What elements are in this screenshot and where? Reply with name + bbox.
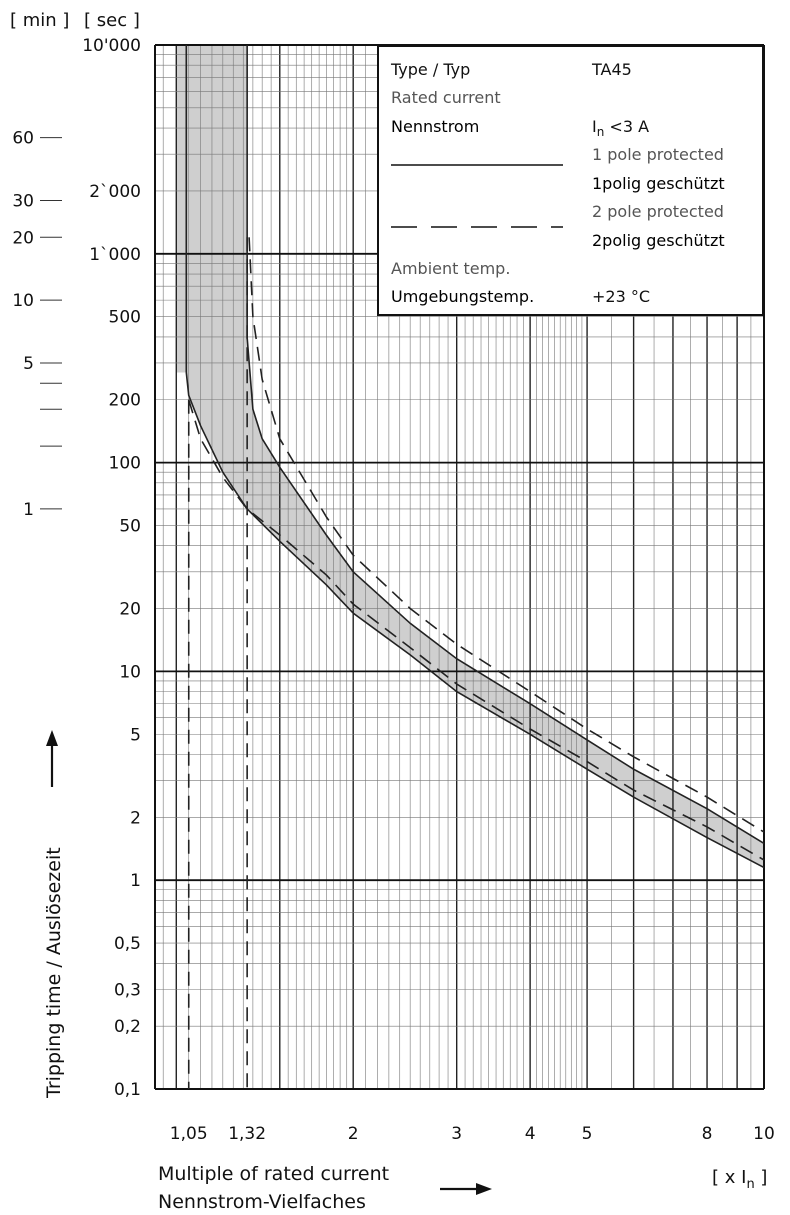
legend-umgebung-label: Umgebungstemp.: [391, 287, 535, 306]
legend-nenn-label: Nennstrom: [391, 117, 480, 136]
legend-pole1-en: 1 pole protected: [592, 145, 724, 164]
y-sec-tick-label: 0,5: [114, 934, 141, 954]
x-tick-label: 1,05: [170, 1124, 208, 1144]
legend-pole2-de: 2polig geschützt: [592, 231, 725, 250]
x-tick-label: 5: [582, 1124, 593, 1144]
y-min-tick-label: 20: [12, 228, 34, 248]
legend-dashed-line-icon: [391, 226, 563, 228]
series-2-upper-curve: [248, 237, 765, 833]
y-sec-tick-label: 100: [109, 454, 141, 474]
tolerance-band-solid: [176, 45, 764, 868]
legend-type-value: TA45: [592, 60, 632, 79]
y-min-tick-label: 5: [23, 354, 34, 374]
y-sec-tick-label: 0,3: [114, 980, 141, 1000]
y-sec-tick-label: 20: [119, 600, 141, 620]
y-sec-tick-label: 0,2: [114, 1017, 141, 1037]
y-sec-tick-label: 50: [119, 516, 141, 536]
series-2-lower-curve: [187, 399, 765, 861]
y-unit-min-label: [ min ]: [10, 10, 69, 31]
y-axis-arrowhead-icon: [46, 730, 58, 746]
legend-box: Type / Typ TA45 Rated current Nennstrom …: [377, 45, 764, 316]
x-tick-label: 8: [702, 1124, 713, 1144]
y-min-tick-label: 30: [12, 191, 34, 211]
x-axis-arrowhead-icon: [476, 1183, 492, 1195]
y-min-tick-label: 60: [12, 129, 34, 149]
tolerance-bands: [176, 45, 764, 868]
x-tick-label: 4: [525, 1124, 536, 1144]
y-sec-tick-label: 1`000: [89, 245, 141, 265]
x-unit-label: [ x In ]: [712, 1167, 767, 1192]
y-sec-tick-label: 0,1: [114, 1080, 141, 1100]
y-axis-title: Tripping time / Auslösezeit: [43, 847, 65, 1099]
series-1-lower-curve: [185, 372, 765, 869]
y-sec-tick-label: 2`000: [89, 182, 141, 202]
axis-arrows: [46, 730, 492, 1195]
y-sec-tick-label: 2: [130, 808, 141, 828]
y-min-tick-label: 10: [12, 291, 34, 311]
legend-current-value: In <3 A: [592, 117, 650, 140]
y-sec-tick-label: 10'000: [82, 36, 141, 56]
legend-temp-value: +23 °C: [592, 287, 651, 306]
legend-ambient-label: Ambient temp.: [391, 259, 511, 278]
x-axis-title-de: Nennstrom-Vielfaches: [158, 1191, 366, 1213]
legend-pole1-de: 1polig geschützt: [592, 174, 725, 193]
y-unit-sec-label: [ sec ]: [84, 10, 140, 31]
x-tick-label: 1,32: [228, 1124, 266, 1144]
legend-rated-label: Rated current: [391, 88, 501, 107]
axis-labels: 1,05 1,32 2 3 4 5 8 1010'0002`0001`000500200100…: [12, 36, 774, 1144]
x-tick-label: 10: [753, 1124, 775, 1144]
y-sec-tick-label: 1: [130, 871, 141, 891]
curves: [185, 45, 765, 1089]
series-1-upper-curve: [246, 336, 765, 845]
y-sec-tick-label: 200: [109, 391, 141, 411]
legend-solid-line-icon: [391, 164, 563, 166]
y-sec-tick-label: 10: [119, 662, 141, 682]
x-tick-label: 2: [348, 1124, 359, 1144]
y-sec-tick-label: 500: [109, 308, 141, 328]
legend-pole2-en: 2 pole protected: [592, 202, 724, 221]
x-tick-label: 3: [451, 1124, 462, 1144]
y-sec-tick-label: 5: [130, 725, 141, 745]
x-axis-title-en: Multiple of rated current: [158, 1163, 389, 1185]
legend-type-label: Type / Typ: [391, 60, 471, 79]
y-min-tick-label: 1: [23, 500, 34, 520]
